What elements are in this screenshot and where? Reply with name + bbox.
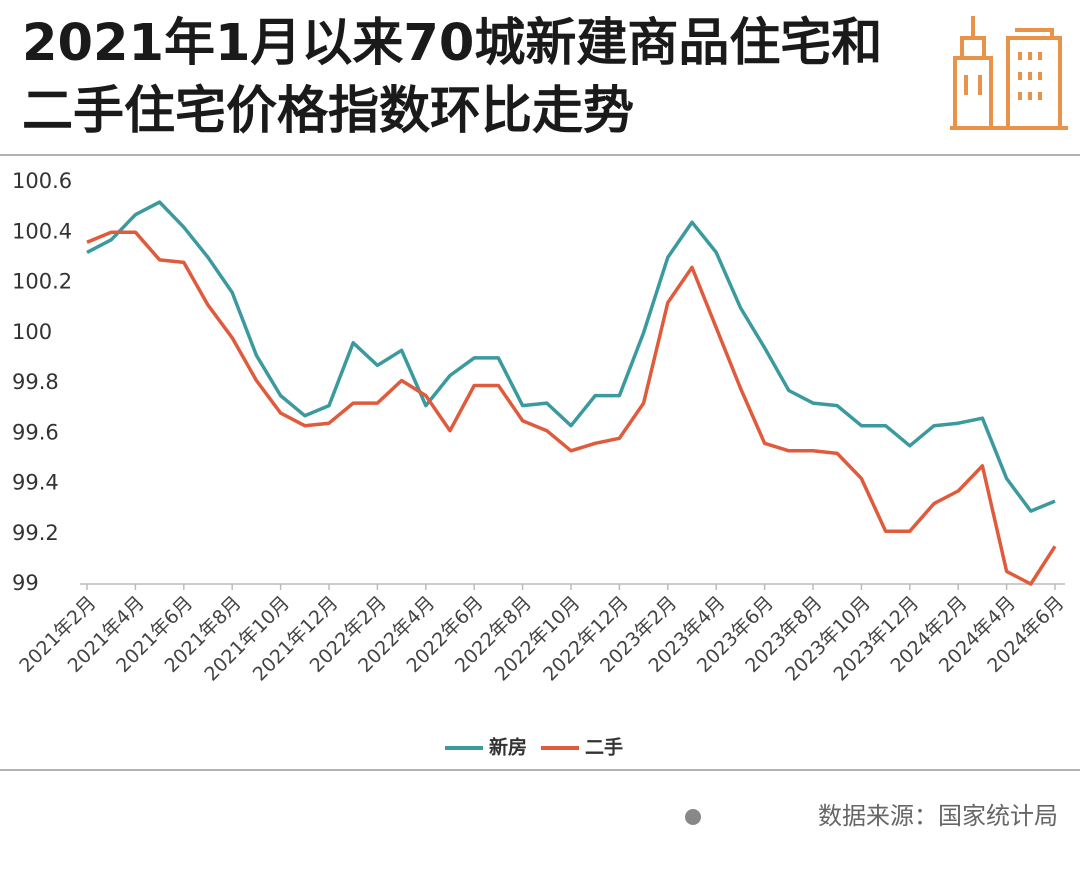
y-tick-label: 99.6: [12, 420, 59, 444]
series-line: [86, 200, 1056, 513]
y-tick-label: 99.2: [12, 521, 59, 545]
y-tick-label: 99.4: [12, 471, 59, 495]
legend-label: 二手: [585, 736, 623, 759]
source: 数据来源：国家统计局: [818, 802, 1058, 830]
legend-label: 新房: [489, 736, 527, 759]
y-tick-label: 100: [12, 320, 52, 344]
y-tick-label: 100.6: [12, 169, 72, 193]
source-dot: [685, 809, 701, 825]
chart-title: 2021年1月以来70城新建商品住宅和二手住宅价格指数环比走势: [22, 14, 883, 141]
y-tick-label: 99.8: [12, 370, 59, 394]
y-tick-label: 100.2: [12, 270, 72, 294]
y-tick-label: 100.4: [12, 219, 72, 243]
y-tick-label: 99: [12, 571, 39, 595]
series-line: [86, 230, 1057, 586]
building-icon: [950, 16, 1068, 130]
